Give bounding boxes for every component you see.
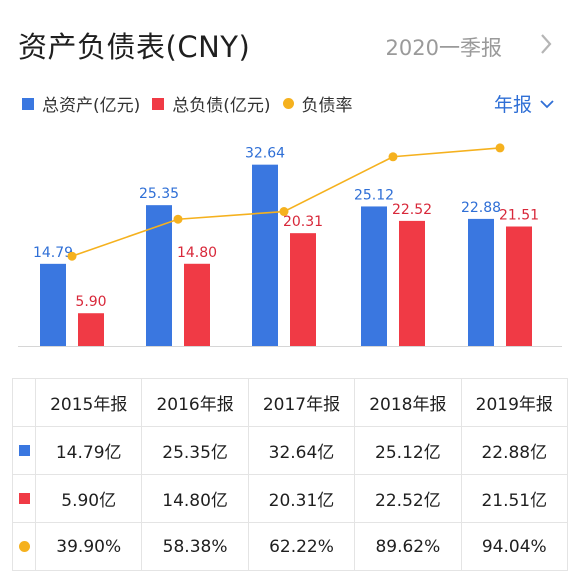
table-cell: 21.51亿 (460, 474, 569, 523)
bar-liabilities-0[interactable] (78, 313, 104, 346)
table-row-liabilities: 5.90亿 14.80亿 20.31亿 22.52亿 21.51亿 (12, 474, 569, 523)
table-header-2016: 2016年报 (141, 378, 249, 427)
table-cell: 22.52亿 (354, 474, 462, 523)
assets-marker-square (18, 444, 30, 456)
table-cell: 32.64亿 (247, 426, 356, 475)
legend-item-liabilities[interactable]: 总负债(亿元) (152, 91, 271, 116)
data-label-assets-3: 25.12 (354, 187, 394, 203)
bar-liabilities-3[interactable] (399, 220, 425, 346)
table-cell: 58.38% (141, 522, 249, 571)
table-header-2017: 2017年报 (247, 378, 356, 427)
table-header-2018: 2018年报 (354, 378, 462, 427)
legend-label-assets: 总资产(亿元) (42, 96, 141, 116)
data-label-assets-1: 25.35 (139, 186, 179, 202)
page-title: 资产负债表(CNY) (18, 30, 251, 64)
data-label-liabilities-3: 22.52 (392, 202, 432, 218)
table-cell: 14.80亿 (141, 474, 249, 523)
data-table: 2015年报 2016年报 2017年报 2018年报 2019年报 14.79… (12, 378, 569, 571)
data-label-liabilities-0: 5.90 (75, 294, 106, 310)
table-cell: 62.22% (247, 522, 356, 571)
legend-swatch-ratio (282, 98, 294, 109)
table-header-row: 2015年报 2016年报 2017年报 2018年报 2019年报 (12, 378, 569, 427)
data-label-assets-2: 32.64 (245, 146, 285, 162)
data-labels-layer: 14.79 25.35 32.64 25.12 22.88 5.90 14.80 20.31 2… (33, 146, 539, 311)
legend: 总资产(亿元) 总负债(亿元) 负债率 (22, 91, 365, 116)
bar-assets-4[interactable] (468, 218, 494, 346)
chevron-right-icon[interactable] (534, 30, 558, 58)
ratio-point-3[interactable] (388, 152, 398, 162)
bar-assets-0[interactable] (40, 263, 66, 346)
bar-assets-3[interactable] (361, 206, 387, 346)
row-marker-liabilities (12, 474, 36, 523)
bar-liabilities-1[interactable] (184, 263, 210, 346)
chevron-down-icon (540, 99, 554, 108)
ratio-line (71, 147, 501, 257)
bar-liabilities-2[interactable] (290, 233, 316, 346)
table-header-2015: 2015年报 (34, 378, 143, 427)
data-label-assets-0: 14.79 (33, 245, 73, 261)
report-type-label: 年报 (493, 94, 532, 116)
table-cell: 25.12亿 (354, 426, 462, 475)
ratio-point-4[interactable] (495, 143, 505, 153)
table-cell: 89.62% (354, 522, 462, 571)
legend-item-assets[interactable]: 总资产(亿元) (22, 91, 140, 116)
table-cell: 5.90亿 (34, 474, 143, 523)
row-marker-ratio (12, 522, 36, 571)
table-cell: 20.31亿 (247, 474, 356, 523)
table-cell: 25.35亿 (141, 426, 249, 475)
data-label-liabilities-4: 21.51 (499, 208, 539, 224)
ratio-point-0[interactable] (67, 251, 77, 261)
legend-label-ratio: 负债率 (301, 96, 353, 116)
table-cell: 39.90% (34, 522, 143, 571)
bar-assets-2[interactable] (252, 164, 278, 346)
table-corner (12, 378, 36, 427)
data-label-liabilities-1: 14.80 (177, 245, 217, 261)
table-row-assets: 14.79亿 25.35亿 32.64亿 25.12亿 22.88亿 (12, 426, 569, 475)
ratio-point-1[interactable] (173, 214, 183, 224)
table-cell: 94.04% (460, 522, 569, 571)
table-cell: 14.79亿 (34, 426, 143, 475)
period-selector[interactable]: 2020一季报 (385, 36, 502, 60)
table-row-ratio: 39.90% 58.38% 62.22% 89.62% 94.04% (12, 522, 569, 571)
ratio-marker-dot (18, 540, 30, 552)
balance-sheet-chart: 14.79 25.35 32.64 25.12 22.88 5.90 14.80 20.31 2… (18, 143, 562, 347)
legend-swatch-liabilities (152, 97, 165, 110)
legend-swatch-assets (22, 97, 34, 110)
ratio-line-layer (67, 143, 505, 261)
legend-item-ratio[interactable]: 负债率 (282, 91, 353, 116)
legend-label-liabilities: 总负债(亿元) (172, 96, 271, 116)
table-cell: 22.88亿 (460, 426, 569, 475)
report-type-dropdown[interactable]: 年报 (494, 90, 554, 117)
table-header-2019: 2019年报 (460, 378, 569, 427)
data-label-assets-4: 22.88 (461, 200, 501, 216)
data-label-liabilities-2: 20.31 (283, 214, 323, 230)
liabilities-marker-square (18, 492, 30, 504)
bar-liabilities-4[interactable] (506, 226, 532, 347)
row-marker-assets (12, 426, 36, 475)
bars-layer (18, 164, 562, 347)
ratio-point-2[interactable] (279, 207, 289, 217)
